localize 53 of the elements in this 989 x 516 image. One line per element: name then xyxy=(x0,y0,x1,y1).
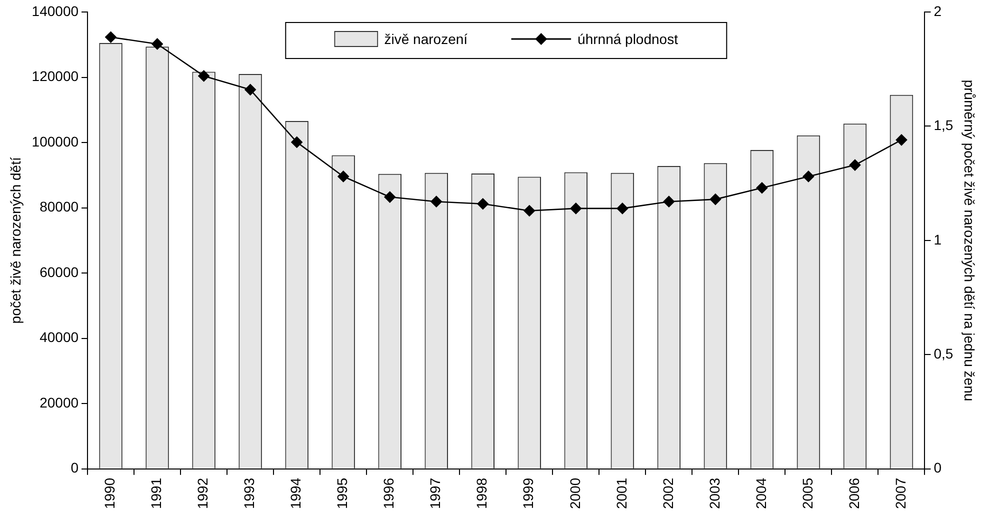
point xyxy=(338,170,349,182)
x-tick-label: 2002 xyxy=(660,478,676,510)
legend-label: živě narození xyxy=(384,31,468,47)
point xyxy=(896,134,908,146)
point xyxy=(384,191,396,203)
y-tick-label: 40000 xyxy=(40,329,79,346)
y2-tick-label: 1 xyxy=(934,231,942,248)
point xyxy=(477,198,489,210)
y-axis-title: počet živě narozených dětí xyxy=(7,157,24,324)
y2-tick-label: 1,5 xyxy=(934,117,954,134)
x-tick-label: 2001 xyxy=(613,478,630,510)
x-tick-label: 1997 xyxy=(427,478,444,510)
point xyxy=(152,38,163,50)
x-tick-label: 1995 xyxy=(334,478,350,510)
point xyxy=(802,170,814,182)
y-tick-label: 120000 xyxy=(32,68,79,84)
point xyxy=(710,194,722,205)
y2-tick-label: 0,5 xyxy=(934,346,954,362)
x-tick-label: 2005 xyxy=(799,478,816,510)
point xyxy=(849,159,861,171)
y-tick-label: 20000 xyxy=(40,394,79,410)
point xyxy=(105,31,116,43)
x-tick-label: 1998 xyxy=(474,478,490,510)
x-tick-label: 1990 xyxy=(102,478,118,510)
y-tick-label: 60000 xyxy=(40,264,79,280)
point xyxy=(756,182,768,194)
point xyxy=(663,196,675,208)
x-tick-label: 2003 xyxy=(706,478,722,510)
y-tick-label: 0 xyxy=(70,460,79,476)
x-tick-label: 1991 xyxy=(148,478,164,510)
x-tick-label: 1999 xyxy=(520,478,536,510)
point xyxy=(244,84,256,96)
point xyxy=(524,205,536,216)
legend-label: úhrnná plodnost xyxy=(578,31,678,47)
x-tick-label: 1992 xyxy=(194,478,211,510)
x-tick-label: 2007 xyxy=(892,478,908,510)
x-tick-label: 1994 xyxy=(288,478,304,510)
x-tick-label: 2004 xyxy=(752,478,769,510)
point xyxy=(198,70,210,82)
x-tick-label: 2000 xyxy=(566,478,583,510)
x-tick-label: 2006 xyxy=(846,478,862,510)
point xyxy=(430,196,442,208)
x-tick-label: 1993 xyxy=(241,478,258,510)
point xyxy=(616,202,628,214)
y2-axis-title: průměrný počet živě narozených dětí na jednu ženu xyxy=(962,80,978,402)
y2-tick-label: 2 xyxy=(934,2,942,19)
y-tick-label: 140000 xyxy=(32,2,79,19)
y2-tick-label: 0 xyxy=(934,460,942,476)
y-tick-label: 80000 xyxy=(40,198,79,215)
y-tick-label: 100000 xyxy=(32,133,79,150)
point xyxy=(291,136,302,148)
point xyxy=(570,202,582,214)
x-tick-label: 1996 xyxy=(380,478,397,510)
